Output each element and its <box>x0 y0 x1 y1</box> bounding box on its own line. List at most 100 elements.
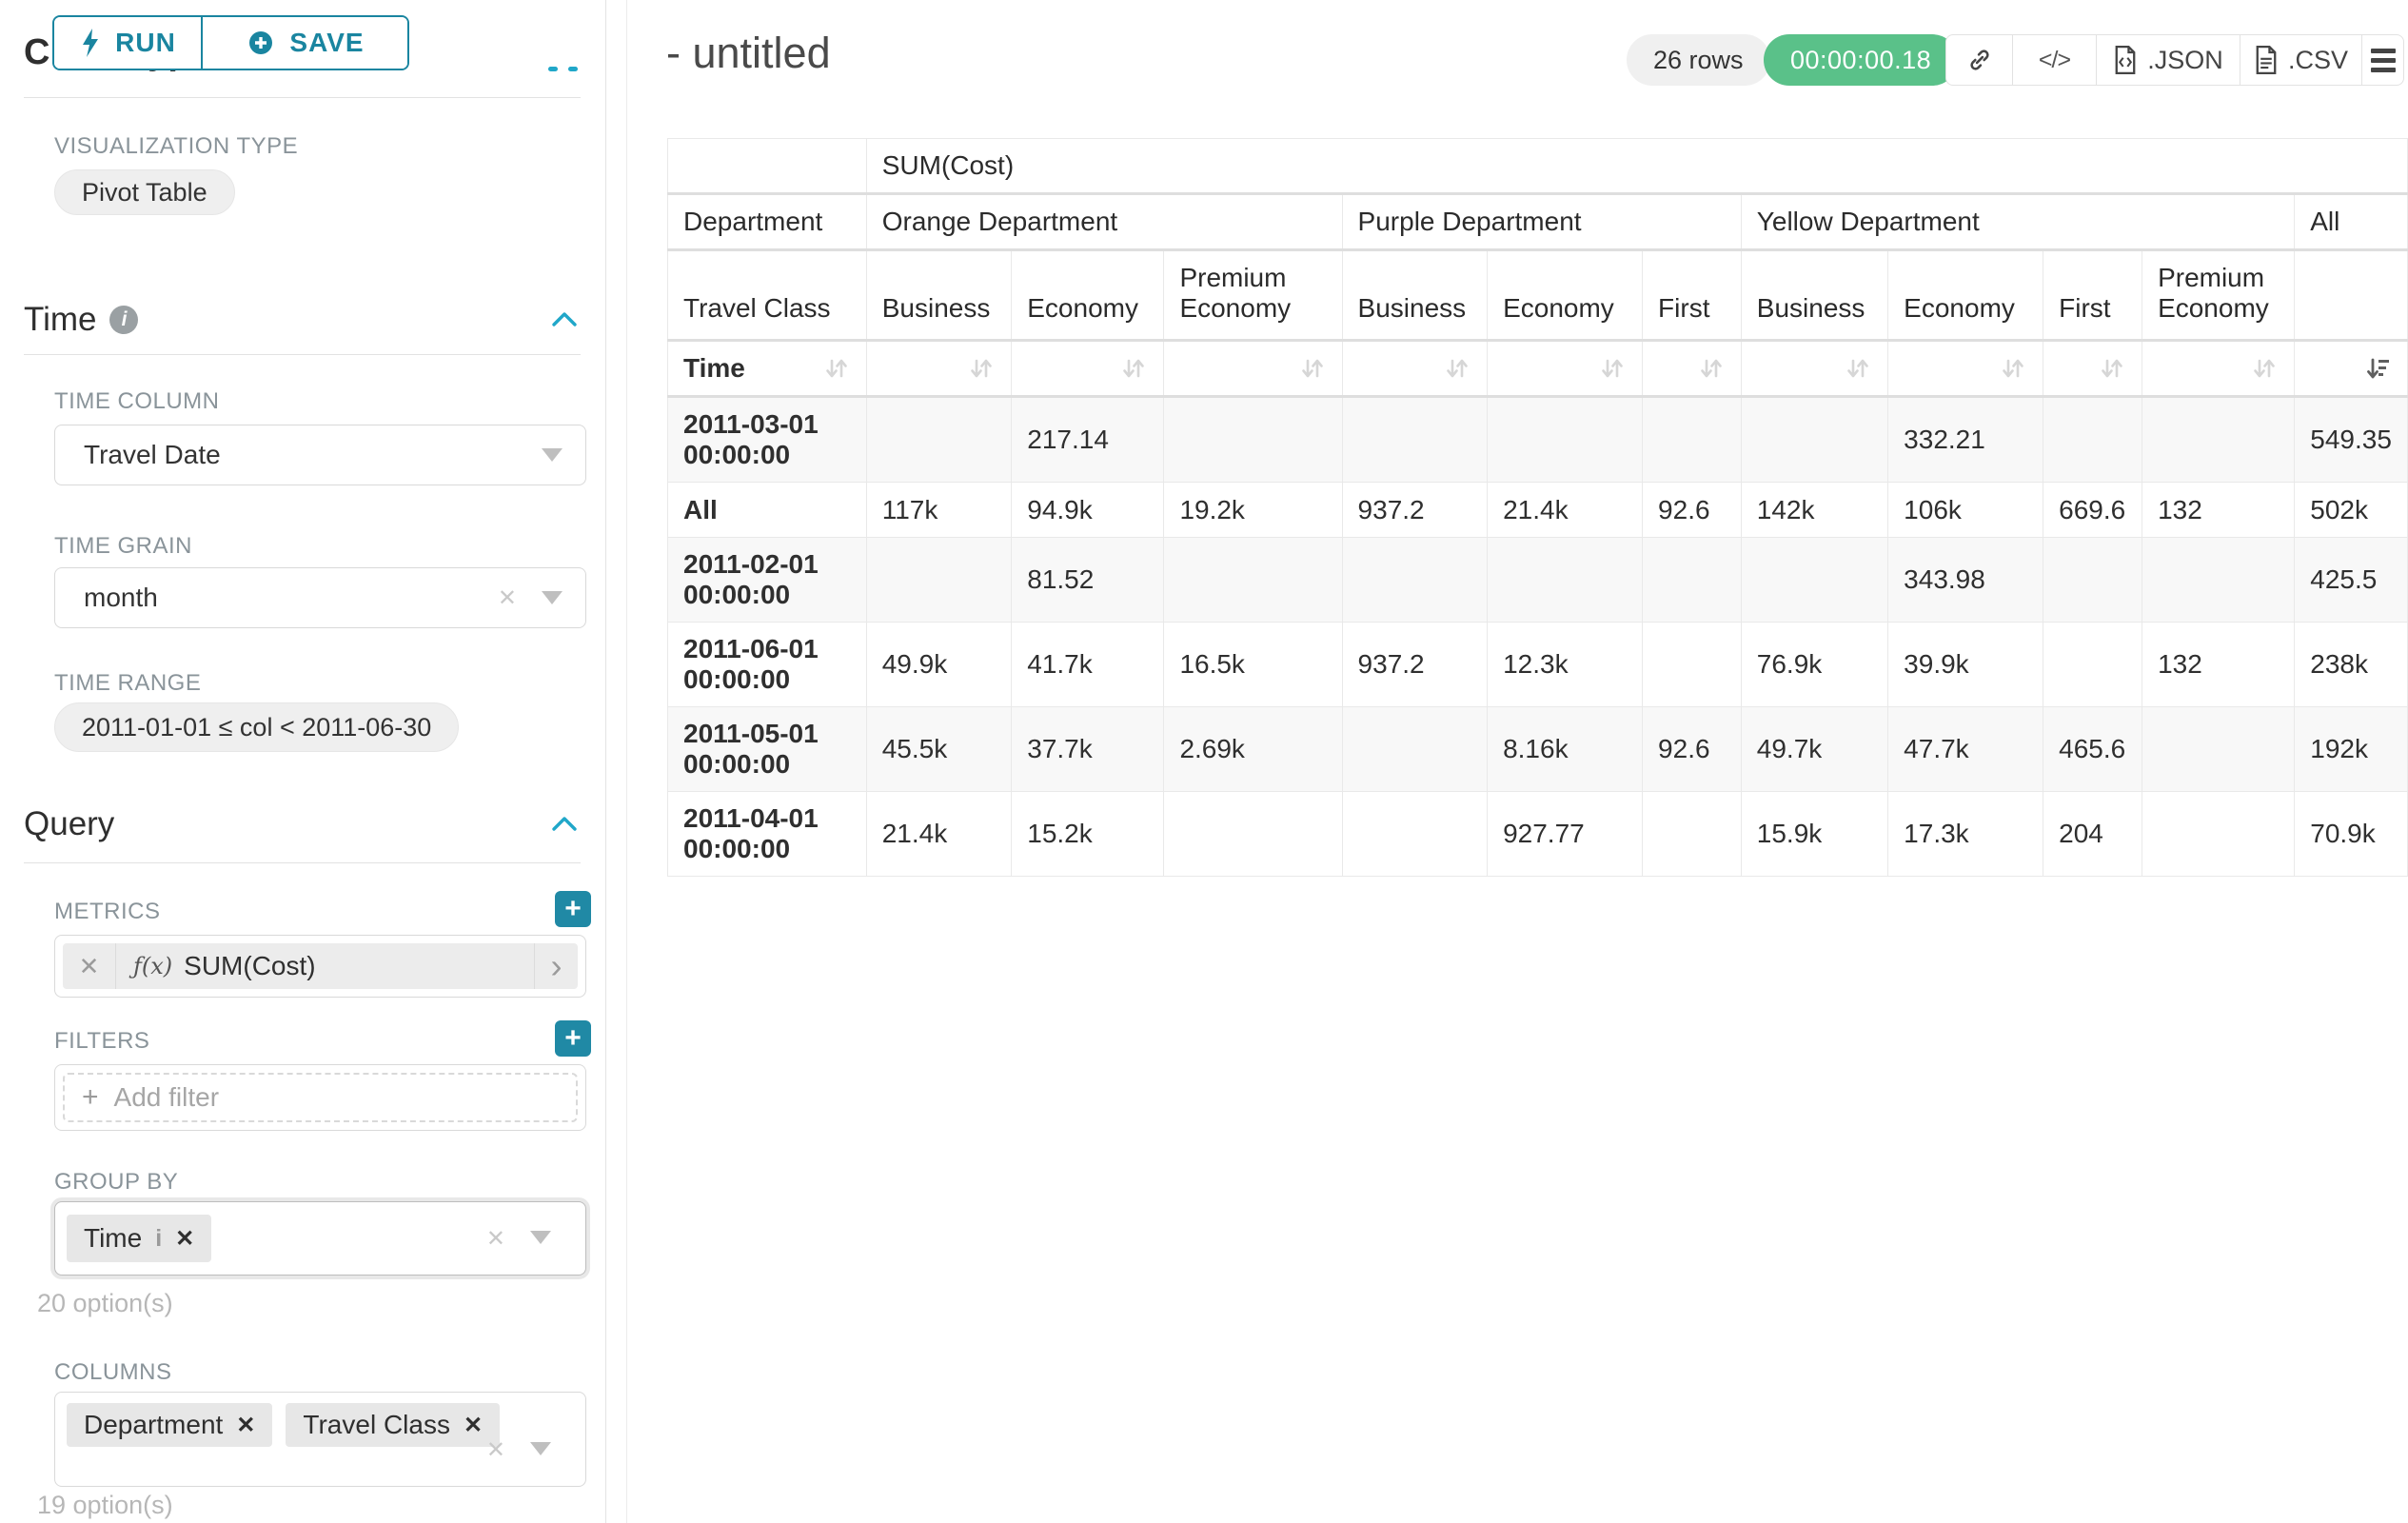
time-grain-value: month <box>84 583 158 612</box>
time-range-label: TIME RANGE <box>54 670 202 696</box>
columns-chip-department[interactable]: Department ✕ <box>67 1403 273 1447</box>
pivot-value-cell: 81.52 <box>1011 537 1165 623</box>
pivot-value-cell: 192k <box>2294 706 2408 792</box>
drag-handle-dot[interactable] <box>568 67 578 71</box>
pivot-class-header: Economy <box>1887 249 2044 342</box>
filters-control: + Add filter <box>54 1064 586 1131</box>
column-sort-button[interactable] <box>1341 340 1489 398</box>
caret-down-icon[interactable] <box>530 1231 551 1244</box>
export-csv-button[interactable]: .CSV <box>2240 35 2362 85</box>
columns-options-hint: 19 option(s) <box>37 1491 173 1519</box>
metric-name: SUM(Cost) <box>184 951 316 980</box>
column-sort-button[interactable] <box>2142 340 2296 398</box>
clear-icon[interactable]: ✕ <box>485 1226 505 1252</box>
pivot-row-header: 2011-05-01 00:00:00 <box>667 706 867 792</box>
view-query-button[interactable]: </> <box>2013 35 2097 85</box>
pivot-value-cell: 47.7k <box>1887 706 2044 792</box>
pivot-value-cell: 927.77 <box>1487 791 1644 877</box>
pivot-table-container: SUM(Cost) Department Orange Department Purp… <box>667 138 2408 877</box>
pivot-table: SUM(Cost) Department Orange Department Purp… <box>667 138 2408 877</box>
remove-chip-icon[interactable]: ✕ <box>236 1412 256 1438</box>
lightning-icon <box>83 29 99 57</box>
pivot-value-cell <box>2142 396 2296 483</box>
pivot-value-cell <box>1341 706 1489 792</box>
copy-link-button[interactable] <box>1946 35 2013 85</box>
more-actions-button[interactable] <box>2362 35 2403 85</box>
pivot-data-row: 2011-05-01 00:00:00 45.5k 37.7k 2.69k 8.16k 9… <box>667 706 2408 792</box>
run-save-button-group: RUN SAVE <box>52 15 409 70</box>
remove-chip-icon[interactable]: ✕ <box>175 1225 195 1252</box>
pivot-value-cell <box>1341 396 1489 483</box>
pivot-value-cell <box>1487 396 1644 483</box>
column-sort-button[interactable] <box>1011 340 1165 398</box>
chevron-up-icon[interactable] <box>548 308 581 331</box>
query-timer-badge: 00:00:00.18 <box>1764 34 1959 86</box>
remove-metric-icon[interactable]: ✕ <box>63 943 116 989</box>
time-section-header[interactable]: Time i <box>24 301 581 339</box>
save-button[interactable]: SAVE <box>203 17 407 69</box>
pivot-value-cell: 41.7k <box>1011 622 1165 707</box>
add-filter-button[interactable]: + Add filter <box>63 1073 578 1122</box>
export-json-button[interactable]: .JSON <box>2097 35 2240 85</box>
column-sort-button[interactable] <box>2294 340 2408 398</box>
row-count-badge: 26 rows <box>1627 34 1770 86</box>
column-sort-button[interactable] <box>1163 340 1343 398</box>
caret-down-icon[interactable] <box>542 448 563 462</box>
add-metric-button[interactable]: + <box>555 891 591 927</box>
group-by-select[interactable]: Time i ✕ ✕ <box>54 1201 586 1276</box>
pivot-value-cell: 425.5 <box>2294 537 2408 623</box>
pivot-department-header: Orange Department <box>865 193 1343 251</box>
pivot-value-cell <box>1163 537 1343 623</box>
pivot-value-cell: 2.69k <box>1163 706 1343 792</box>
column-sort-button[interactable] <box>1487 340 1644 398</box>
column-sort-button[interactable] <box>1887 340 2044 398</box>
time-column-select[interactable]: Travel Date <box>54 425 586 485</box>
columns-select[interactable]: Department ✕ Travel Class ✕ ✕ <box>54 1392 586 1487</box>
pivot-value-cell: 37.7k <box>1011 706 1165 792</box>
run-button[interactable]: RUN <box>54 17 203 69</box>
group-by-chip-time[interactable]: Time i ✕ <box>67 1215 212 1262</box>
drag-handle-dot[interactable] <box>548 67 558 71</box>
column-sort-button[interactable] <box>2043 340 2143 398</box>
chevron-right-icon[interactable]: › <box>534 943 578 989</box>
pivot-value-cell: 332.21 <box>1887 396 2044 483</box>
time-grain-select[interactable]: month ✕ <box>54 567 586 628</box>
remove-chip-icon[interactable]: ✕ <box>463 1412 484 1438</box>
pivot-department-header: Purple Department <box>1341 193 1742 251</box>
column-sort-button[interactable] <box>1740 340 1889 398</box>
pivot-value-cell: 92.6 <box>1642 706 1742 792</box>
pivot-class-header: First <box>1642 249 1742 342</box>
column-sort-button[interactable] <box>1642 340 1742 398</box>
panel-resize-gutter[interactable] <box>626 0 627 1523</box>
pivot-value-cell <box>2142 537 2296 623</box>
pivot-value-cell: 21.4k <box>1487 482 1644 538</box>
pivot-row-header: 2011-03-01 00:00:00 <box>667 396 867 483</box>
pivot-row-header: 2011-02-01 00:00:00 <box>667 537 867 623</box>
metric-pill[interactable]: ✕ ƒ(x) SUM(Cost) › <box>63 943 578 989</box>
clear-icon[interactable]: ✕ <box>497 584 517 611</box>
caret-down-icon[interactable] <box>542 591 563 604</box>
column-sort-button[interactable] <box>865 340 1013 398</box>
time-range-pill[interactable]: 2011-01-01 ≤ col < 2011-06-30 <box>54 702 460 752</box>
plus-icon: + <box>82 1081 99 1113</box>
query-section-header[interactable]: Query <box>24 805 581 843</box>
pivot-value-cell: 117k <box>865 482 1013 538</box>
pivot-value-cell <box>2142 791 2296 877</box>
add-filter-plus-button[interactable]: + <box>555 1020 591 1057</box>
group-by-label: GROUP BY <box>54 1169 179 1195</box>
columns-chip-travel-class[interactable]: Travel Class ✕ <box>286 1403 501 1447</box>
chevron-up-icon[interactable] <box>548 813 581 836</box>
pivot-value-cell <box>865 537 1013 623</box>
pivot-department-header: All <box>2294 193 2408 251</box>
pivot-row-header: 2011-06-01 00:00:00 <box>667 622 867 707</box>
clear-icon[interactable]: ✕ <box>485 1437 505 1463</box>
pivot-value-cell: 70.9k <box>2294 791 2408 877</box>
caret-down-icon[interactable] <box>530 1442 551 1455</box>
plus-circle-icon <box>249 31 273 54</box>
chart-title[interactable]: - untitled <box>666 29 831 77</box>
pivot-value-cell: 12.3k <box>1487 622 1644 707</box>
pivot-time-sort-header[interactable]: Time <box>667 340 867 398</box>
visualization-type-pill[interactable]: Pivot Table <box>54 169 235 215</box>
function-icon: ƒ(x) <box>133 953 173 979</box>
pivot-data-row: 2011-06-01 00:00:00 49.9k 41.7k 16.5k 937.2 1… <box>667 622 2408 707</box>
